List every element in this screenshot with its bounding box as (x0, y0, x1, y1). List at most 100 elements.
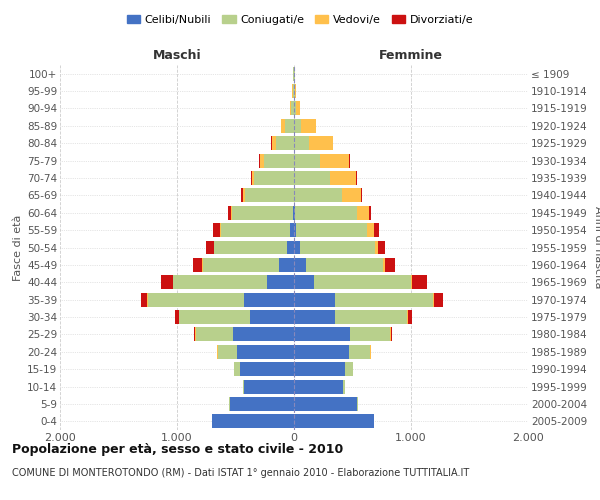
Bar (375, 240, 378, 254)
Bar (349, 345, 370, 358)
Text: Maschi: Maschi (152, 48, 202, 62)
Bar (294, 397, 357, 411)
Legend: Celibi/Nubili, Coniugati/e, Vedovi/e, Divorziati/e: Celibi/Nubili, Coniugati/e, Vedovi/e, Di… (122, 10, 478, 29)
Bar (254, 171, 294, 185)
Bar (279, 258, 294, 272)
Bar (294, 154, 320, 168)
Bar (213, 223, 220, 237)
Bar (290, 102, 291, 116)
Bar (294, 102, 296, 116)
Bar (294, 310, 335, 324)
Bar (294, 380, 343, 394)
Bar (244, 292, 294, 306)
Bar (294, 362, 346, 376)
Bar (240, 362, 294, 376)
Bar (203, 258, 279, 272)
Bar (294, 171, 330, 185)
Bar (350, 328, 390, 342)
Bar (300, 240, 375, 254)
Bar (244, 380, 294, 394)
Bar (218, 345, 236, 358)
Bar (284, 119, 294, 133)
Bar (242, 380, 244, 394)
Bar (335, 310, 407, 324)
Bar (293, 206, 294, 220)
Bar (294, 258, 306, 272)
Bar (369, 206, 371, 220)
Bar (294, 414, 374, 428)
Bar (320, 154, 349, 168)
Bar (231, 206, 232, 220)
Bar (179, 310, 250, 324)
Bar (232, 206, 293, 220)
Bar (236, 345, 294, 358)
Bar (221, 223, 290, 237)
Bar (267, 276, 294, 289)
Bar (293, 84, 294, 98)
Bar (385, 258, 395, 272)
Bar (356, 171, 357, 185)
Bar (252, 171, 254, 185)
Bar (233, 328, 294, 342)
Bar (196, 328, 233, 342)
Bar (294, 240, 300, 254)
Bar (294, 276, 314, 289)
Bar (433, 292, 434, 306)
Bar (383, 258, 385, 272)
Bar (294, 188, 342, 202)
Bar (295, 84, 296, 98)
Bar (330, 171, 356, 185)
Bar (193, 258, 202, 272)
Bar (314, 276, 411, 289)
Bar (194, 328, 195, 342)
Bar (220, 223, 221, 237)
Y-axis label: Fasce di età: Fasce di età (13, 214, 23, 280)
Bar (412, 276, 427, 289)
Bar (206, 240, 214, 254)
Bar (291, 102, 294, 116)
Bar (361, 188, 362, 202)
Bar (294, 328, 350, 342)
Bar (277, 136, 294, 150)
Bar (229, 206, 231, 220)
Bar (309, 136, 332, 150)
Text: COMUNE DI MONTEROTONDO (RM) - Dati ISTAT 1° gennaio 2010 - Elaborazione TUTTITAL: COMUNE DI MONTEROTONDO (RM) - Dati ISTAT… (12, 468, 469, 477)
Bar (214, 240, 287, 254)
Bar (294, 206, 295, 220)
Bar (212, 414, 294, 428)
Bar (245, 188, 294, 202)
Bar (142, 292, 147, 306)
Bar (294, 119, 301, 133)
Bar (287, 240, 294, 254)
Bar (434, 292, 443, 306)
Bar (294, 345, 349, 358)
Bar (357, 206, 369, 220)
Bar (260, 154, 263, 168)
Bar (391, 328, 392, 342)
Bar (335, 292, 433, 306)
Bar (242, 188, 245, 202)
Bar (281, 119, 284, 133)
Y-axis label: Anni di nascita: Anni di nascita (593, 206, 600, 289)
Bar (272, 136, 277, 150)
Bar (251, 171, 252, 185)
Bar (378, 240, 385, 254)
Bar (161, 276, 173, 289)
Bar (374, 223, 379, 237)
Bar (306, 258, 383, 272)
Bar (294, 84, 295, 98)
Bar (294, 136, 309, 150)
Bar (296, 223, 367, 237)
Bar (342, 188, 361, 202)
Bar (411, 276, 412, 289)
Bar (294, 292, 335, 306)
Bar (250, 310, 294, 324)
Bar (235, 362, 240, 376)
Bar (294, 223, 296, 237)
Bar (263, 154, 294, 168)
Bar (175, 310, 179, 324)
Bar (408, 310, 412, 324)
Bar (173, 276, 267, 289)
Bar (290, 223, 294, 237)
Bar (346, 362, 353, 376)
